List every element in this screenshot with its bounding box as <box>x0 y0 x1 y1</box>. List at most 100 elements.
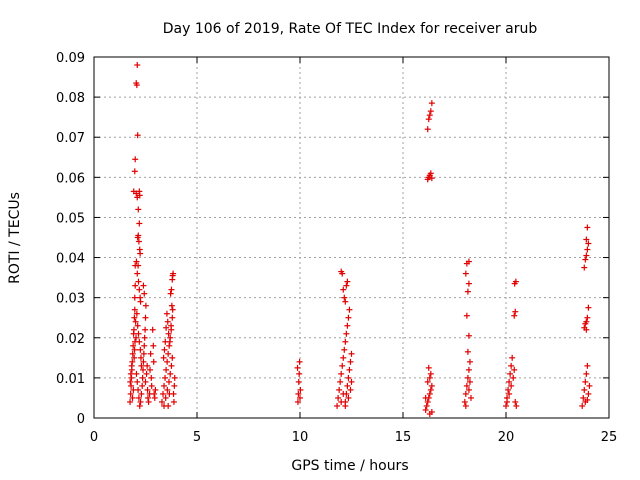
y-tick-label: 0.02 <box>56 332 85 347</box>
data-point <box>426 374 433 381</box>
data-point <box>131 294 138 301</box>
data-point <box>507 370 514 377</box>
data-point <box>136 338 143 345</box>
data-point <box>134 378 141 385</box>
data-point <box>466 358 473 365</box>
data-point <box>345 314 352 321</box>
x-tick-labels: 0 5 10 15 20 25 <box>90 430 617 445</box>
data-point <box>467 394 474 401</box>
data-point <box>149 326 156 333</box>
data-point <box>135 238 142 245</box>
y-tick-label: 0.07 <box>56 131 85 146</box>
y-tick-label: 0 <box>77 412 85 427</box>
data-point <box>342 338 349 345</box>
data-point <box>582 378 589 385</box>
data-point <box>140 282 147 289</box>
data-point <box>339 270 346 277</box>
data-point <box>128 374 135 381</box>
data-point <box>161 346 168 353</box>
data-point <box>148 374 155 381</box>
data-point <box>464 348 471 355</box>
data-point <box>163 366 170 373</box>
data-point <box>465 332 472 339</box>
data-point <box>427 370 434 377</box>
data-point <box>165 350 172 357</box>
data-point <box>464 288 471 295</box>
data-point <box>513 402 520 409</box>
data-point <box>428 175 435 182</box>
data-point <box>164 318 171 325</box>
data-point <box>131 346 138 353</box>
data-point <box>137 250 144 257</box>
data-points <box>127 62 593 417</box>
data-point <box>142 378 149 385</box>
data-point <box>584 362 591 369</box>
data-point <box>424 398 431 405</box>
data-point <box>137 354 144 361</box>
data-point <box>148 382 155 389</box>
data-point <box>504 398 511 405</box>
data-point <box>581 264 588 271</box>
data-point <box>581 386 588 393</box>
data-point <box>161 382 168 389</box>
data-point <box>145 398 152 405</box>
data-point <box>343 330 350 337</box>
data-point <box>131 168 138 175</box>
data-point <box>139 382 146 389</box>
data-point <box>168 322 175 329</box>
data-point <box>464 374 471 381</box>
data-point <box>585 390 592 397</box>
data-point <box>133 258 140 265</box>
data-point <box>128 362 135 369</box>
data-point <box>134 62 141 69</box>
data-point <box>297 386 304 393</box>
x-tick-label: 25 <box>601 430 618 445</box>
data-point <box>134 270 141 277</box>
y-tick-label: 0.01 <box>56 372 85 387</box>
data-point <box>129 350 136 357</box>
data-point <box>508 362 515 369</box>
data-point <box>579 402 586 409</box>
data-point <box>169 354 176 361</box>
data-point <box>136 286 143 293</box>
data-point <box>585 304 592 311</box>
data-point <box>422 406 429 413</box>
data-point <box>426 112 433 119</box>
grid-lines <box>94 57 609 418</box>
data-point <box>133 82 140 89</box>
data-point <box>135 262 142 269</box>
data-point <box>168 286 175 293</box>
data-point <box>462 402 469 409</box>
data-point <box>428 408 435 415</box>
data-point <box>580 394 587 401</box>
data-point <box>144 394 151 401</box>
y-tick-label: 0.05 <box>56 211 85 226</box>
data-point <box>141 290 148 297</box>
data-point <box>503 402 509 409</box>
data-point <box>342 298 349 305</box>
chart-title: Day 106 of 2019, Rate Of TEC Index for r… <box>163 21 538 37</box>
y-tick-label: 0.03 <box>56 292 85 307</box>
data-point <box>131 306 138 313</box>
data-point <box>341 294 348 301</box>
data-point <box>130 342 137 349</box>
data-point <box>512 278 519 285</box>
data-point <box>127 398 134 405</box>
x-tick-label: 0 <box>90 430 98 445</box>
data-point <box>463 382 470 389</box>
data-point <box>344 382 351 389</box>
data-point <box>171 374 178 381</box>
data-point <box>425 364 432 371</box>
data-point <box>131 354 138 361</box>
data-point <box>427 170 434 177</box>
data-point <box>127 378 134 385</box>
data-point <box>295 378 302 385</box>
data-point <box>170 398 177 405</box>
data-point <box>169 306 176 313</box>
data-point <box>346 366 353 373</box>
data-point <box>428 382 435 389</box>
data-point <box>133 370 140 377</box>
data-point <box>348 350 355 357</box>
data-point <box>171 382 178 389</box>
x-tick-label: 20 <box>498 430 515 445</box>
